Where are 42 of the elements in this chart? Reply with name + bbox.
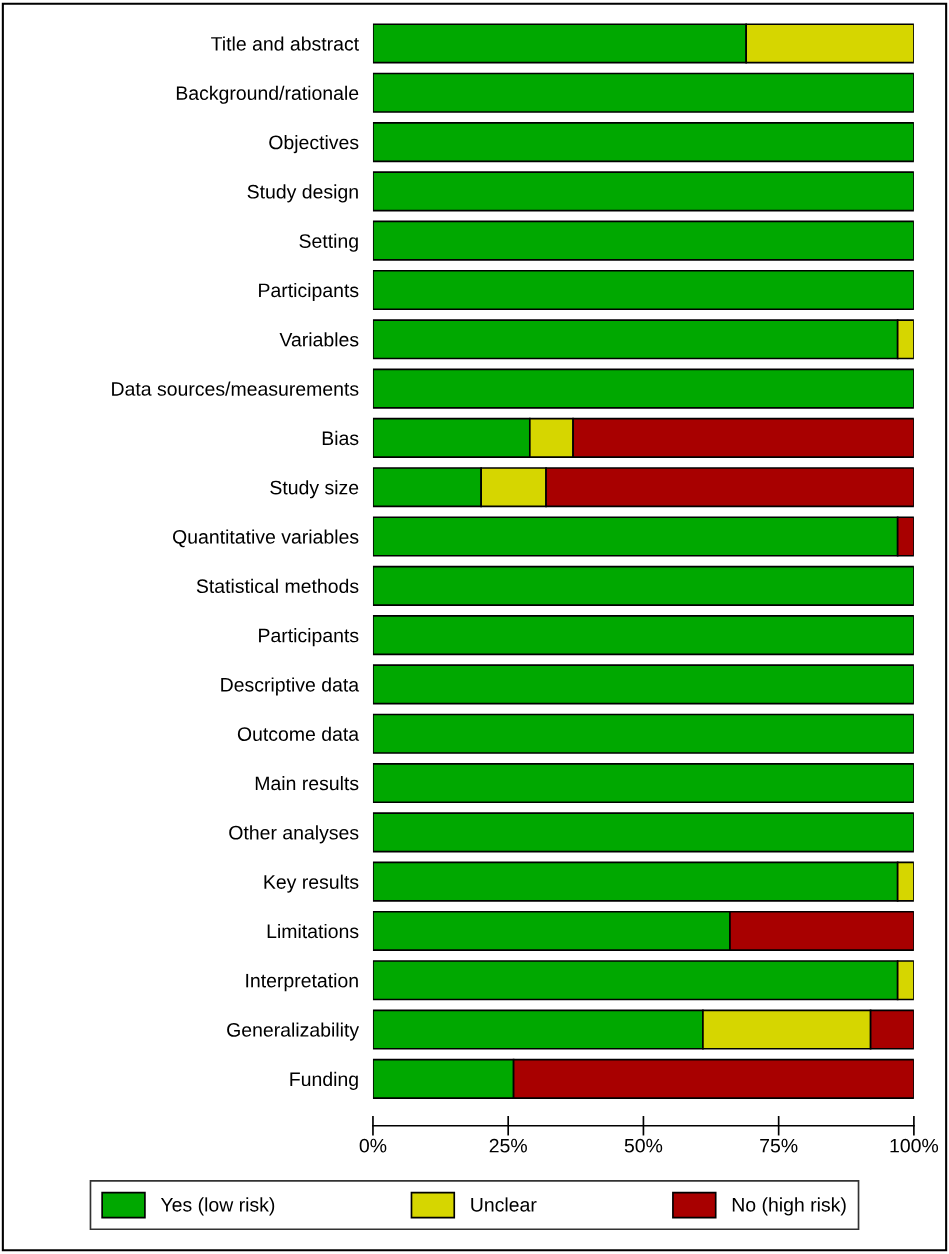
y-tick-label: Objectives (269, 135, 359, 154)
y-tick-label: Limitations (267, 923, 359, 939)
y-tick-label: Outcome data (237, 726, 360, 741)
bar (372, 664, 914, 705)
bar (372, 565, 914, 606)
y-tick-label: Descriptive data (221, 677, 360, 696)
y-tick-label: Statistical methods (196, 578, 359, 594)
x-tick-label: 0% (359, 1138, 387, 1153)
y-tick-label: Study size (270, 480, 359, 499)
bar (372, 122, 914, 163)
y-tick-label: Participants (259, 282, 359, 302)
x-tick-label: 50% (624, 1138, 663, 1153)
y-tick-label: Title and abstract (211, 36, 359, 51)
y-tick-label: Participants (259, 628, 359, 647)
y-tick-label: Main results (255, 775, 359, 791)
y-tick-label: Study design (247, 184, 358, 203)
bar (372, 171, 914, 212)
bar (372, 713, 914, 754)
bar (372, 812, 914, 853)
y-tick-label: Funding (290, 1071, 358, 1090)
y-tick-label: Other analyses (229, 825, 359, 844)
bar (372, 220, 914, 261)
x-tick-label: 75% (760, 1138, 798, 1153)
legend-label: Yes (low risk) (160, 1197, 275, 1216)
legend-label: Unclear (471, 1197, 537, 1212)
bar (372, 269, 914, 311)
bar (372, 762, 914, 804)
x-tick-label: 25% (489, 1138, 527, 1153)
y-tick-label: Quantitative variables (173, 529, 359, 548)
y-tick-label: Setting (299, 233, 358, 252)
bar (372, 615, 914, 656)
y-tick-label: Generalizability (227, 1022, 360, 1041)
y-tick-label: Key results (264, 874, 359, 893)
y-tick-label: Data sources/measurements (112, 381, 359, 396)
bar (372, 368, 914, 409)
y-tick-label: Interpretation (246, 973, 358, 992)
y-tick-label: Bias (322, 430, 359, 446)
bar (372, 72, 914, 113)
y-tick-label: Variables (279, 332, 359, 347)
legend-label: No (high risk) (732, 1197, 846, 1216)
x-tick-label: 100% (890, 1138, 939, 1153)
y-tick-label: Background/rationale (176, 85, 359, 104)
